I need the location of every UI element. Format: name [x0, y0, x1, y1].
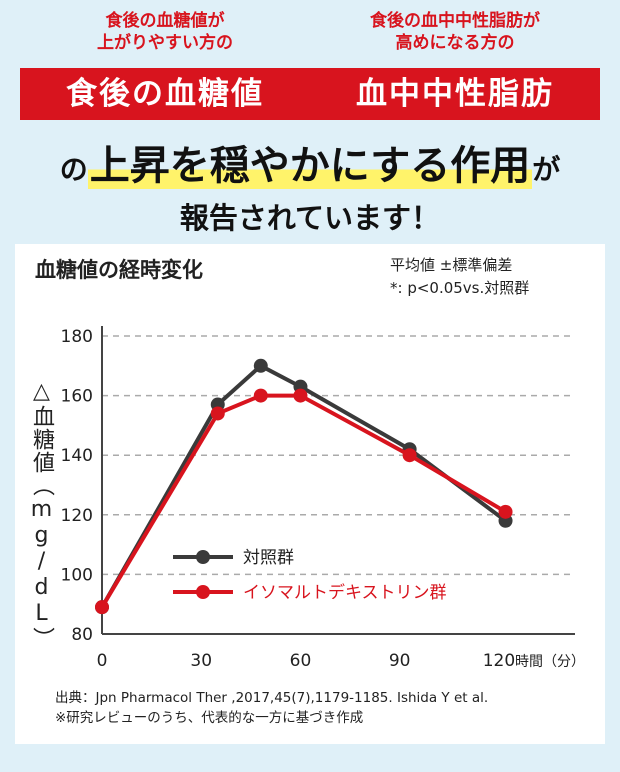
data-point-1-0	[95, 600, 109, 615]
chart-title: 血糖値の経時変化	[35, 258, 203, 282]
headline-line2: 報告されています！	[179, 201, 441, 235]
data-point-1-4	[402, 448, 417, 463]
data-point-1-5	[498, 504, 513, 519]
header-left-box: 食後の血糖値	[20, 68, 310, 120]
headline: の上昇を穏やかにする作用が	[0, 138, 620, 198]
source-citation: 出典：Jpn Pharmacol Ther ,2017,45(7),1179-1…	[55, 688, 488, 728]
legend-label-1: イソマルトデキストリン群	[243, 582, 447, 603]
headline-post: が	[532, 153, 561, 186]
x-tick-label-90: 90	[389, 651, 411, 671]
header-right: 食後の血中中性脂肪が 高めになる方の 血中中性脂肪	[310, 6, 600, 120]
headline-pre: の	[59, 153, 88, 186]
y-tick-label-140: 140	[61, 446, 93, 466]
data-point-1-2	[253, 388, 268, 403]
y-tick-label-180: 180	[61, 327, 93, 347]
y-tick-label-100: 100	[61, 565, 93, 585]
header-left: 食後の血糖値が 上がりやすい方の 食後の血糖値	[20, 6, 310, 120]
x-tick-label-0: 0	[97, 651, 108, 671]
note-significance: *: p<0.05vs.対照群	[390, 279, 530, 297]
data-point-1-1	[210, 406, 225, 421]
series-line-0	[100, 363, 507, 609]
header-left-subtitle: 食後の血糖値が 上がりやすい方の	[97, 11, 233, 53]
x-tick-label-30: 30	[190, 651, 212, 671]
legend-marker-0	[196, 550, 210, 564]
y-tick-label-80: 80	[71, 625, 93, 645]
series-line-1	[100, 393, 507, 609]
chart-panel: 血糖値の経時変化 平均値 ±標準偏差 *: p<0.05vs.対照群 △血糖値（…	[15, 244, 605, 744]
x-tick-label-120: 120	[483, 651, 515, 671]
y-axis-label: △血糖値（mg/dL）	[29, 379, 54, 650]
source-line1: 出典：Jpn Pharmacol Ther ,2017,45(7),1179-1…	[55, 690, 489, 706]
y-tick-label-160: 160	[61, 387, 93, 407]
header-right-box: 血中中性脂肪	[310, 68, 600, 120]
data-point-1-3	[293, 388, 308, 403]
legend-label-0: 対照群	[243, 548, 294, 568]
source-line2: ※研究レビューのうち、代表的な一方に基づき作成	[55, 710, 364, 726]
data-point-0-2	[253, 358, 268, 373]
note-mean-sd: 平均値 ±標準偏差	[390, 256, 513, 274]
y-tick-label-120: 120	[61, 506, 93, 526]
header-right-subtitle: 食後の血中中性脂肪が 高めになる方の	[370, 11, 540, 53]
x-tick-label-60: 60	[290, 651, 312, 671]
headline-highlight: 上昇を穏やかにする作用	[87, 143, 533, 189]
legend-marker-1	[196, 585, 210, 599]
x-axis-label: 時間（分）	[515, 654, 585, 670]
